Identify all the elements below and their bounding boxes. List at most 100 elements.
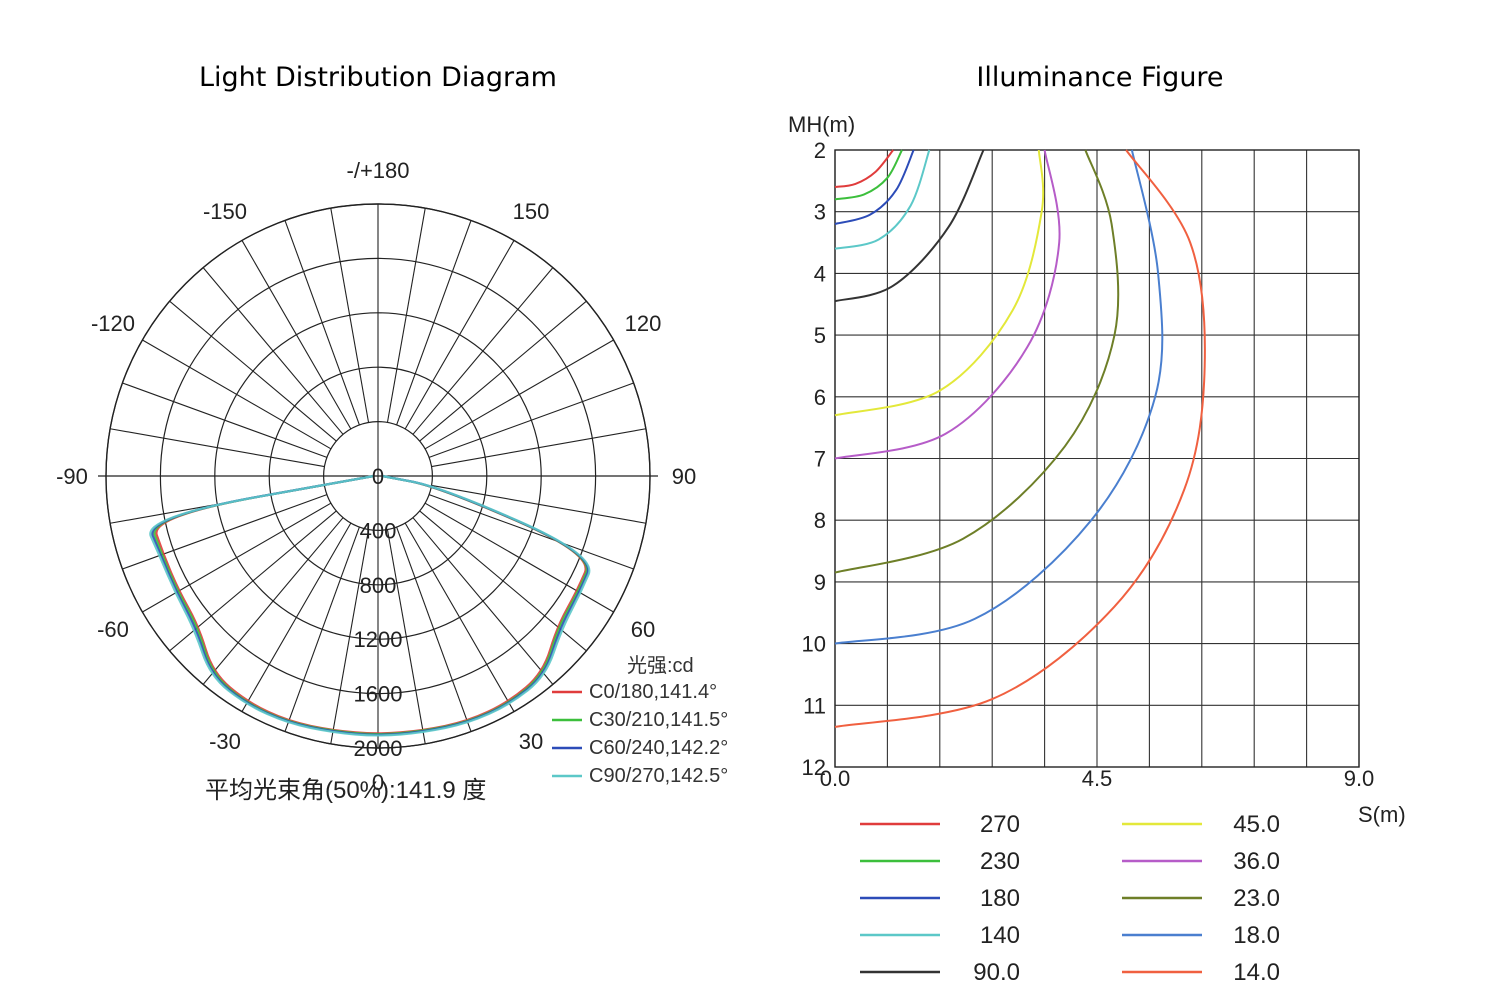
polar-spoke bbox=[396, 526, 472, 732]
illuminance-series-group bbox=[834, 149, 1206, 728]
polar-angle-label: -/+180 bbox=[347, 158, 410, 183]
polar-spoke bbox=[396, 220, 472, 426]
illuminance-y-tick-label: 9 bbox=[814, 570, 826, 595]
polar-legend: C0/180,141.4° C30/210,141.5° C60/240,142.2… bbox=[552, 681, 728, 787]
polar-unit-label: 光强:cd bbox=[627, 654, 694, 677]
illuminance-isoline bbox=[834, 149, 1164, 645]
polar-angle-label: 90 bbox=[672, 464, 696, 489]
polar-angle-label: -90 bbox=[56, 464, 88, 489]
polar-series-group bbox=[149, 474, 591, 737]
polar-spoke bbox=[404, 522, 515, 712]
polar-angle-label: 0 bbox=[372, 770, 384, 795]
polar-spoke bbox=[386, 529, 426, 744]
polar-angle-labels: -/+180 150 120 90 60 30 0 -30 -60 -90 -120 -150 bbox=[56, 158, 696, 795]
polar-spoke bbox=[241, 240, 352, 430]
polar-spoke bbox=[386, 208, 426, 423]
illuminance-x-tick-label: 0.0 bbox=[820, 766, 851, 791]
polar-spoke bbox=[330, 529, 370, 744]
polar-spoke bbox=[419, 300, 587, 442]
illuminance-grid bbox=[834, 149, 1360, 768]
polar-spoke bbox=[412, 267, 554, 435]
illuminance-legend-label: 36.0 bbox=[1233, 848, 1280, 875]
polar-spoke bbox=[142, 502, 332, 613]
illuminance-isoline bbox=[834, 149, 1045, 417]
polar-spoke bbox=[431, 428, 646, 468]
polar-spoke bbox=[142, 339, 332, 450]
polar-angle-label: 30 bbox=[519, 729, 543, 754]
polar-spoke bbox=[404, 240, 515, 430]
illuminance-x-axis-label: S(m) bbox=[1358, 802, 1406, 827]
polar-spoke bbox=[202, 267, 344, 435]
beam-angle-note: 平均光束角(50%):141.9 度 bbox=[205, 777, 486, 804]
polar-angle-label: -30 bbox=[209, 729, 241, 754]
illuminance-legend-label: 180 bbox=[980, 885, 1020, 912]
polar-spoke bbox=[330, 208, 370, 423]
polar-spoke bbox=[122, 382, 328, 458]
illuminance-chart-title: Illuminance Figure bbox=[976, 62, 1223, 93]
polar-angle-label: -120 bbox=[91, 311, 135, 336]
polar-spoke bbox=[241, 522, 352, 712]
polar-legend-label: C0/180,141.4° bbox=[589, 681, 717, 703]
illuminance-isoline bbox=[834, 149, 915, 225]
illuminance-y-tick-label: 2 bbox=[814, 138, 826, 163]
illuminance-ticks: 2 3 4 5 6 7 8 9 10 11 120.0 4.5 9.0 bbox=[802, 138, 1375, 791]
polar-radial-ticks: 0 400 800 1200 1600 2000 bbox=[354, 464, 403, 761]
polar-angle-label: 120 bbox=[625, 311, 662, 336]
polar-spoke bbox=[169, 300, 337, 442]
polar-spoke bbox=[431, 484, 646, 524]
polar-series-line bbox=[149, 474, 591, 737]
illuminance-isoline bbox=[834, 149, 903, 201]
illuminance-y-tick-label: 3 bbox=[814, 200, 826, 225]
polar-chart-title: Light Distribution Diagram bbox=[199, 62, 557, 93]
illuminance-legend-label: 23.0 bbox=[1233, 885, 1280, 912]
polar-radial-tick-label: 800 bbox=[360, 573, 397, 598]
polar-spoke bbox=[412, 517, 554, 685]
polar-radial-tick-label: 2000 bbox=[354, 736, 403, 761]
illuminance-isoline bbox=[834, 149, 894, 188]
illuminance-isoline bbox=[834, 149, 1206, 728]
illuminance-isoline bbox=[834, 149, 931, 250]
illuminance-legend-label: 45.0 bbox=[1233, 811, 1280, 838]
illuminance-legend-label: 14.0 bbox=[1233, 959, 1280, 986]
illuminance-y-tick-label: 8 bbox=[814, 508, 826, 533]
illuminance-y-axis-label: MH(m) bbox=[788, 112, 855, 137]
polar-angle-label: -150 bbox=[203, 199, 247, 224]
illuminance-y-tick-label: 11 bbox=[803, 693, 826, 718]
polar-spoke bbox=[424, 339, 614, 450]
illuminance-y-tick-label: 12 bbox=[802, 755, 826, 780]
polar-radial-tick-label: 0 bbox=[372, 464, 384, 489]
illuminance-x-tick-label: 4.5 bbox=[1082, 766, 1113, 791]
illuminance-legend: 270 230 180 140 90.0 45.0 36.0 23.0 18.0 14.0 bbox=[860, 811, 1280, 986]
illuminance-legend-label: 270 bbox=[980, 811, 1020, 838]
polar-spoke bbox=[428, 494, 634, 570]
illuminance-y-tick-label: 5 bbox=[814, 323, 826, 348]
illuminance-isoline bbox=[834, 149, 1061, 460]
polar-legend-label: C90/270,142.5° bbox=[589, 765, 728, 787]
illuminance-legend-label: 90.0 bbox=[973, 959, 1020, 986]
polar-angle-label: 60 bbox=[631, 617, 655, 642]
illuminance-isoline bbox=[834, 149, 1120, 574]
polar-spoke bbox=[110, 428, 325, 468]
illuminance-y-tick-label: 4 bbox=[814, 261, 826, 286]
polar-spoke bbox=[424, 502, 614, 613]
polar-spoke bbox=[284, 526, 360, 732]
polar-radial-tick-label: 1600 bbox=[354, 682, 403, 707]
illuminance-legend-label: 140 bbox=[980, 922, 1020, 949]
polar-angle-label: 150 bbox=[513, 199, 550, 224]
polar-radial-tick-label: 400 bbox=[360, 518, 397, 543]
polar-spoke bbox=[202, 517, 344, 685]
polar-grid bbox=[98, 203, 658, 749]
illuminance-legend-label: 18.0 bbox=[1233, 922, 1280, 949]
polar-spoke bbox=[284, 220, 360, 426]
polar-legend-label: C30/210,141.5° bbox=[589, 709, 728, 731]
illuminance-y-tick-label: 10 bbox=[802, 632, 826, 657]
polar-spoke bbox=[428, 382, 634, 458]
illuminance-y-tick-label: 6 bbox=[814, 385, 826, 410]
illuminance-y-tick-label: 7 bbox=[814, 447, 826, 472]
illuminance-legend-label: 230 bbox=[980, 848, 1020, 875]
illuminance-isoline bbox=[834, 149, 985, 303]
illuminance-x-tick-label: 9.0 bbox=[1344, 766, 1375, 791]
polar-spoke bbox=[122, 494, 328, 570]
polar-legend-label: C60/240,142.2° bbox=[589, 737, 728, 759]
